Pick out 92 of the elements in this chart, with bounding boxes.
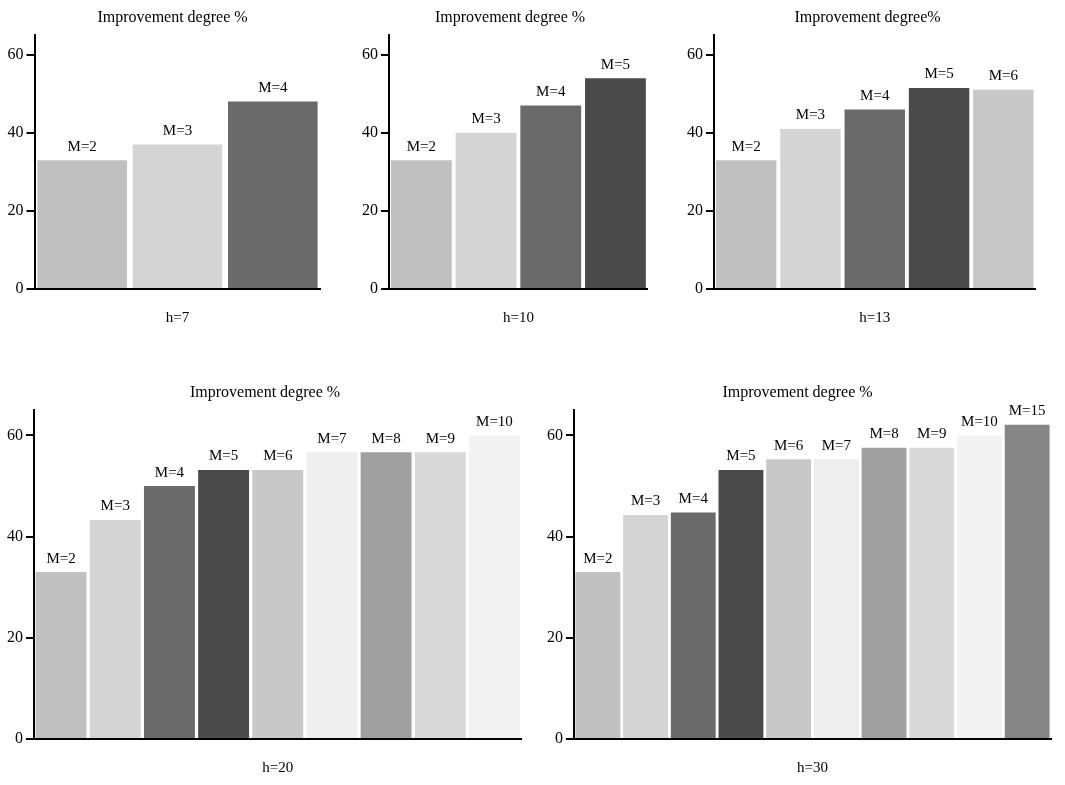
x-tick-label: M=3 <box>795 106 826 123</box>
bar <box>575 572 621 738</box>
x-tick-label: M=3 <box>100 497 130 514</box>
x-tick-label: M=7 <box>317 429 348 446</box>
x-tick-label: M=6 <box>774 436 804 453</box>
x-tick-label: M=2 <box>406 137 436 154</box>
bar <box>1004 424 1050 738</box>
x-tick-label: M=10 <box>476 412 513 429</box>
bar <box>844 109 905 288</box>
y-tick-label: 0 <box>695 279 703 297</box>
bar <box>455 132 517 288</box>
bar <box>718 469 764 738</box>
x-tick-label: M=5 <box>600 55 631 72</box>
y-tick-label: 20 <box>547 628 563 646</box>
x-axis-title: h=30 <box>797 758 828 775</box>
bar <box>89 519 141 738</box>
y-tick-label: 40 <box>547 526 563 544</box>
x-tick-label: M=2 <box>67 137 97 154</box>
bar <box>585 78 646 288</box>
x-tick-label: M=3 <box>471 110 501 127</box>
x-tick-label: M=4 <box>860 86 890 103</box>
bar <box>143 486 195 738</box>
x-tick-label: M=2 <box>731 137 761 154</box>
bar <box>37 160 127 288</box>
x-tick-label: M=4 <box>678 489 709 506</box>
y-tick-label: 40 <box>362 123 378 141</box>
bar <box>908 87 970 288</box>
y-tick-label: 20 <box>687 201 703 219</box>
x-tick-label: M=15 <box>1008 402 1046 419</box>
bar <box>390 160 452 288</box>
y-tick-label: 40 <box>687 123 703 141</box>
bar <box>973 89 1034 288</box>
y-tick-label: 0 <box>555 729 563 747</box>
y-tick-label: 0 <box>15 729 23 747</box>
x-tick-label: M=4 <box>154 463 185 480</box>
x-tick-label: M=8 <box>371 429 401 446</box>
x-tick-label: M=9 <box>917 425 947 442</box>
bar <box>469 435 520 738</box>
y-tick-label: 20 <box>362 201 378 219</box>
x-tick-label: M=5 <box>726 447 756 464</box>
x-tick-label: M=2 <box>583 549 613 566</box>
x-tick-label: M=2 <box>46 549 76 566</box>
x-tick-label: M=7 <box>821 436 852 453</box>
bar <box>909 447 955 738</box>
bar <box>715 160 777 288</box>
bar <box>252 469 304 738</box>
bar <box>670 512 716 738</box>
y-tick-label: 60 <box>7 44 24 62</box>
x-tick-label: M=3 <box>162 121 193 138</box>
y-tick-label: 60 <box>7 425 23 443</box>
bar <box>132 144 223 288</box>
x-tick-label: M=4 <box>258 79 288 96</box>
chart-title: Improvement degree % <box>434 7 586 26</box>
y-tick-label: 60 <box>687 44 703 62</box>
y-tick-label: 60 <box>547 425 563 443</box>
y-tick-label: 40 <box>7 123 24 141</box>
chart-title: Improvement degree % <box>722 382 873 401</box>
y-tick-label: 0 <box>370 279 378 297</box>
x-axis-title: h=10 <box>502 308 534 325</box>
y-tick-label: 60 <box>362 44 378 62</box>
x-axis-title: h=7 <box>165 308 190 325</box>
bar <box>957 435 1002 738</box>
bar <box>306 452 358 738</box>
x-tick-label: M=3 <box>630 492 661 509</box>
x-tick-label: M=6 <box>988 67 1019 84</box>
x-tick-label: M=4 <box>536 82 566 99</box>
x-axis-title: h=20 <box>262 758 294 775</box>
bar <box>861 447 907 738</box>
bar <box>198 469 250 738</box>
bar <box>813 459 859 738</box>
x-tick-label: M=8 <box>869 425 899 442</box>
y-tick-label: 0 <box>15 279 24 297</box>
x-axis-title: h=13 <box>859 308 891 325</box>
y-tick-label: 20 <box>7 628 23 646</box>
bar <box>414 452 466 738</box>
chart-title: Improvement degree% <box>794 7 941 26</box>
bar <box>35 572 87 738</box>
chart-title: Improvement degree % <box>189 382 341 401</box>
bar <box>623 514 668 738</box>
x-tick-label: M=5 <box>924 65 954 82</box>
bar <box>766 459 812 738</box>
chart-title: Improvement degree % <box>97 7 248 26</box>
x-tick-label: M=5 <box>208 447 239 464</box>
bar <box>360 452 412 738</box>
x-tick-label: M=6 <box>263 447 293 464</box>
bar <box>228 101 318 288</box>
y-tick-label: 40 <box>7 526 23 544</box>
y-tick-label: 20 <box>7 201 24 219</box>
bar <box>520 105 582 288</box>
x-tick-label: M=9 <box>425 429 455 446</box>
bar <box>780 128 841 288</box>
x-tick-label: M=10 <box>961 412 998 429</box>
